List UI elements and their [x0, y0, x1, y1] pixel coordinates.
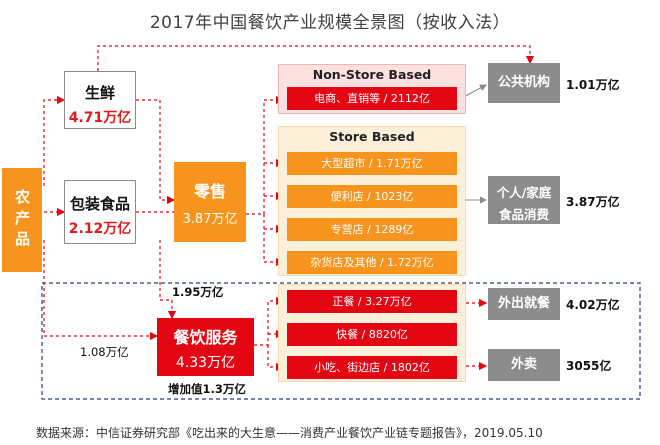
to-catering-flow-label: 1.95万亿 [172, 285, 224, 299]
agri-to-catering-arrow [43, 240, 159, 341]
fresh-to-retail-arrow [136, 99, 176, 205]
diagram-title: 2017年中国餐饮产业规模全景图（按收入法） [149, 13, 511, 33]
catering-name: 餐饮服务 [173, 328, 238, 347]
retail-to-grocery-arrow [263, 214, 285, 267]
fresh-to-public-arrow [97, 45, 535, 71]
takeaway-value: 3055亿 [566, 359, 612, 373]
fresh-value: 4.71万亿 [68, 110, 132, 126]
household-name-line1: 个人/家庭 [496, 185, 552, 200]
household-box: 个人/家庭 食品消费 [488, 176, 560, 224]
retail-to-nonstore-arrow [246, 95, 285, 215]
dine-out-box: 外出就餐 [488, 288, 560, 320]
public-value: 1.01万亿 [566, 78, 620, 92]
value-added-label: 增加值1.3万亿 [168, 382, 246, 396]
source-title: 吃出来的大生意——消费产业餐饮产业链专题报告 [192, 426, 457, 440]
catering-item-snack: 小吃、街边店 / 1802亿 [287, 356, 457, 379]
takeaway-name: 外卖 [510, 357, 537, 372]
public-name: 公共机构 [497, 75, 550, 90]
non-store-panel: Non-Store Based 电商、直销等 / 2112亿 [278, 64, 466, 114]
source-prefix: 数据来源：中信证券研究部《 [36, 426, 193, 440]
to-catering-arrow [159, 240, 177, 320]
household-name-line2: 食品消费 [498, 207, 549, 222]
source-note: 数据来源：中信证券研究部《吃出来的大生意——消费产业餐饮产业链专题报告》，201… [36, 424, 543, 441]
agri-to-fresh-arrow [43, 95, 66, 186]
store-item-specialty: 专营店 / 1289亿 [287, 218, 457, 241]
takeaway-box: 外卖 [488, 349, 560, 381]
store-item-grocery: 杂货店及其他 / 1.72万亿 [287, 251, 457, 274]
store-item-convenience: 便利店 / 1023亿 [287, 185, 457, 208]
non-store-item-ecommerce: 电商、直销等 / 2112亿 [287, 87, 457, 110]
catering-item-fastfood: 快餐 / 8820亿 [287, 323, 457, 346]
catering-value: 4.33万亿 [175, 355, 236, 371]
store-item-supermarket: 大型超市 / 1.71万亿 [287, 152, 457, 175]
non-store-title: Non-Store Based [312, 67, 432, 82]
catering-item-fullservice: 正餐 / 3.27万亿 [287, 290, 457, 313]
packaged-value: 2.12万亿 [68, 221, 132, 237]
source-suffix: 》，2019.05.10 [456, 426, 543, 440]
public-box: 公共机构 [488, 63, 560, 103]
agri-box: 农产品 [2, 168, 42, 272]
retail-name: 零售 [193, 182, 226, 201]
store-panel: Store Based 大型超市 / 1.71万亿 便利店 / 1023亿 专营… [278, 126, 466, 276]
store-title: Store Based [329, 129, 415, 144]
household-value: 3.87万亿 [566, 195, 620, 209]
retail-value: 3.87万亿 [182, 212, 238, 227]
fresh-name: 生鲜 [84, 84, 115, 102]
agri-label: 农产品 [13, 188, 31, 252]
retail-box: 零售 3.87万亿 [174, 162, 246, 242]
catering-to-fullservice-arrow [254, 296, 285, 346]
agri-to-catering-flow-label: 1.08万亿 [80, 345, 129, 359]
packaged-box: 包装食品 2.12万亿 [64, 180, 136, 244]
packaged-name: 包装食品 [69, 195, 130, 213]
dine-out-name: 外出就餐 [497, 296, 550, 311]
catering-panel: 正餐 / 3.27万亿 快餐 / 8820亿 小吃、街边店 / 1802亿 [278, 284, 466, 382]
catering-box: 餐饮服务 4.33万亿 [157, 318, 254, 376]
dine-out-value: 4.02万亿 [566, 298, 620, 312]
fresh-box: 生鲜 4.71万亿 [64, 71, 136, 129]
